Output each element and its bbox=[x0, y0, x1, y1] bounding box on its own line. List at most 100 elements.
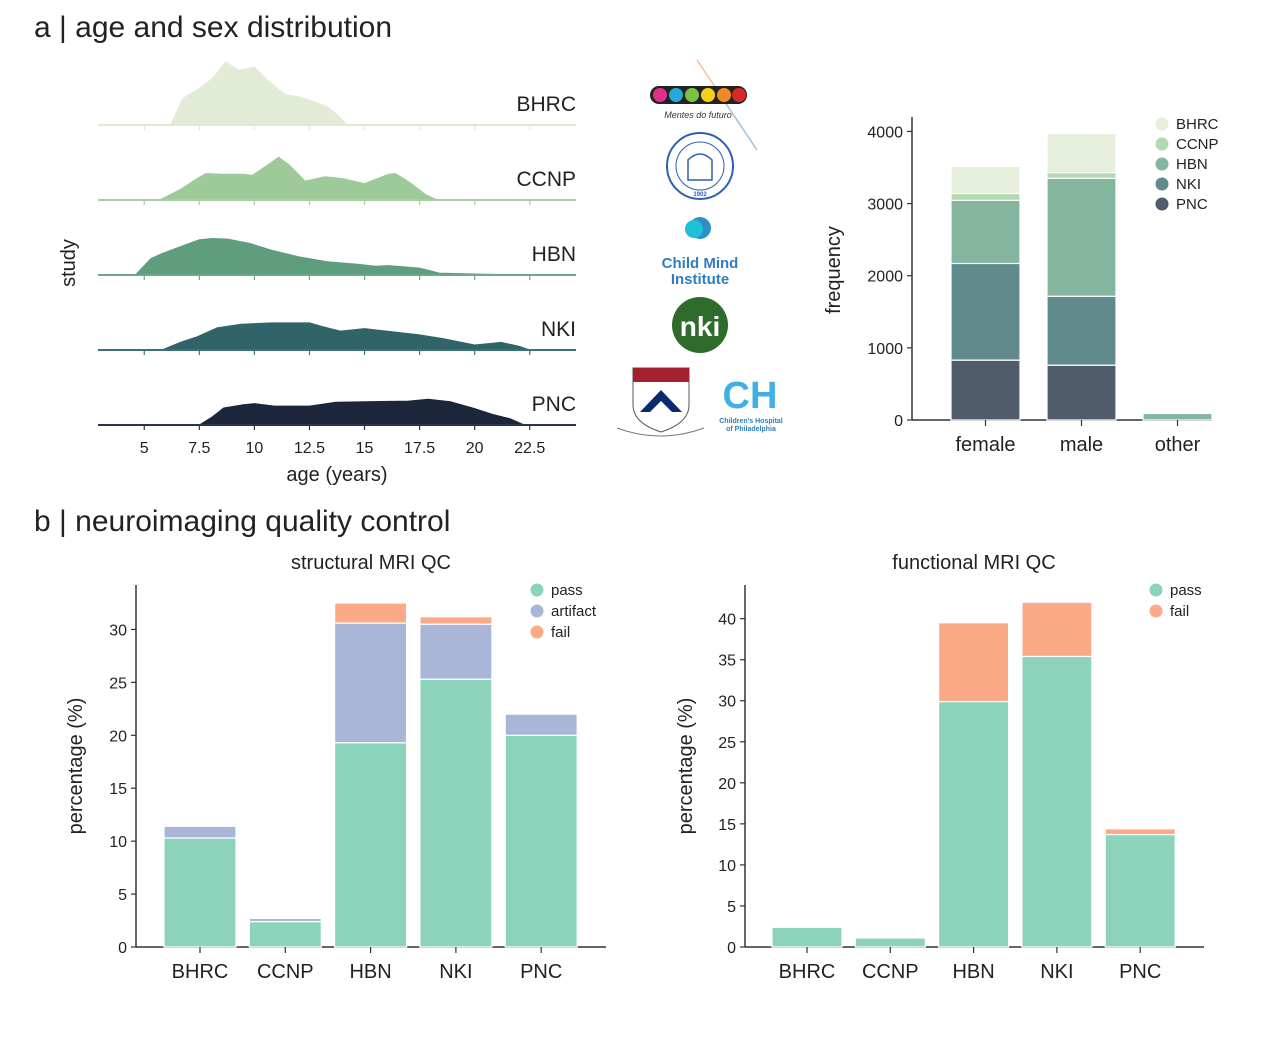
y-tick-label: 15 bbox=[109, 781, 127, 798]
x-tick-label: CCNP bbox=[257, 961, 314, 983]
legend-label: artifact bbox=[551, 603, 597, 620]
bar-nki-fail bbox=[1021, 601, 1093, 658]
chop-line1: Children's Hospital bbox=[719, 418, 783, 425]
y-tick-label: 2000 bbox=[867, 269, 903, 286]
ridge-ylabel: study bbox=[58, 239, 80, 287]
y-tick-label: 4000 bbox=[867, 124, 903, 141]
legend-label: pass bbox=[1170, 582, 1202, 599]
ridge-xlabel: age (years) bbox=[286, 464, 387, 486]
legend-marker-hbn bbox=[1155, 157, 1169, 171]
x-tick-label: 12.5 bbox=[294, 440, 325, 457]
y-tick-label: 30 bbox=[718, 694, 736, 711]
bar-pnc-fail bbox=[1104, 828, 1176, 836]
chop-mark: CH bbox=[723, 375, 778, 417]
smri-title: structural MRI QC bbox=[291, 552, 451, 574]
x-tick-label: NKI bbox=[439, 961, 472, 983]
bar-nki-pass bbox=[1021, 655, 1093, 948]
x-tick-label: male bbox=[1060, 434, 1103, 456]
chop-line2: of Philadelphia bbox=[726, 426, 776, 433]
x-tick-label: 15 bbox=[356, 440, 374, 457]
legend-label: PNC bbox=[1176, 196, 1208, 213]
x-tick-label: HBN bbox=[349, 961, 391, 983]
bar-hbn-artifact bbox=[334, 622, 408, 744]
bar-female-ccnp bbox=[950, 192, 1021, 201]
bar-nki-artifact bbox=[419, 623, 493, 680]
y-tick-label: 35 bbox=[718, 653, 736, 670]
legend-marker-fail bbox=[1149, 604, 1163, 618]
legend-label: BHRC bbox=[1176, 116, 1219, 133]
conexao-logo: Mentes do futuro bbox=[650, 59, 758, 151]
x-tick-label: PNC bbox=[520, 961, 562, 983]
x-tick-label: female bbox=[955, 434, 1015, 456]
legend-label: pass bbox=[551, 582, 583, 599]
bar-hbn-fail bbox=[334, 602, 408, 624]
penn-logo bbox=[616, 367, 705, 437]
structural-qc-chart: structural MRI QC percentage (%) 0 5 10 15 2… bbox=[65, 552, 606, 983]
bar-pnc-pass bbox=[504, 734, 578, 948]
bar-female-nki bbox=[950, 262, 1021, 361]
bnu-logo: 1902 bbox=[666, 132, 734, 200]
x-tick-label: 5 bbox=[140, 440, 149, 457]
cmi-line1: Child Mind bbox=[662, 255, 739, 272]
bar-bhrc-artifact bbox=[163, 825, 237, 839]
legend-label: CCNP bbox=[1176, 136, 1219, 153]
bar-ccnp-artifact bbox=[248, 917, 322, 923]
x-tick-label: CCNP bbox=[862, 961, 919, 983]
conexao-subtitle: Mentes do futuro bbox=[664, 110, 732, 120]
x-tick-label: HBN bbox=[952, 961, 994, 983]
nki-logo: nki bbox=[672, 297, 728, 353]
ridge-area-bhrc bbox=[170, 61, 348, 126]
bar-male-hbn bbox=[1046, 177, 1117, 297]
panel-a-title: a | age and sex distribution bbox=[34, 11, 392, 44]
fmri-title: functional MRI QC bbox=[892, 552, 1055, 574]
sex-distribution-chart: frequency 0 1000 2000 3000 4000 female male oth… bbox=[823, 116, 1219, 456]
bar-male-ccnp bbox=[1046, 171, 1117, 179]
x-tick-label: 17.5 bbox=[404, 440, 435, 457]
legend-label: NKI bbox=[1176, 176, 1201, 193]
bar-ccnp-pass bbox=[248, 920, 322, 948]
ridge-label: PNC bbox=[532, 393, 576, 416]
child-mind-institute-logo: Child Mind Institute bbox=[662, 217, 739, 288]
legend-marker-nki bbox=[1155, 177, 1169, 191]
y-tick-label: 3000 bbox=[867, 197, 903, 214]
y-tick-label: 0 bbox=[894, 413, 903, 430]
legend-marker-pass bbox=[1149, 583, 1163, 597]
bar-hbn-pass bbox=[334, 742, 408, 948]
legend-marker-ccnp bbox=[1155, 137, 1169, 151]
x-tick-label: other bbox=[1155, 434, 1201, 456]
y-tick-label: 25 bbox=[109, 675, 127, 692]
legend-label: HBN bbox=[1176, 156, 1208, 173]
ridge-label: HBN bbox=[532, 243, 576, 266]
ridge-area-ccnp bbox=[159, 156, 438, 201]
bar-male-nki bbox=[1046, 295, 1117, 366]
panel-b-title: b | neuroimaging quality control bbox=[34, 505, 450, 538]
functional-qc-chart: functional MRI QC percentage (%) 0 5 10 15 2… bbox=[675, 552, 1204, 983]
legend-marker-bhrc bbox=[1155, 117, 1169, 131]
bar-pnc-pass bbox=[1104, 833, 1176, 948]
legend-marker-pass bbox=[530, 583, 544, 597]
y-tick-label: 40 bbox=[718, 612, 736, 629]
fmri-ylabel: percentage (%) bbox=[675, 698, 697, 835]
y-tick-label: 1000 bbox=[867, 341, 903, 358]
cmi-line2: Institute bbox=[671, 271, 729, 288]
y-tick-label: 10 bbox=[109, 834, 127, 851]
bar-other-hbn bbox=[1142, 412, 1213, 421]
y-tick-label: 15 bbox=[718, 817, 736, 834]
y-tick-label: 0 bbox=[118, 940, 127, 957]
ridge-label: CCNP bbox=[516, 168, 576, 191]
bar-bhrc-pass bbox=[771, 926, 843, 948]
y-tick-label: 10 bbox=[718, 858, 736, 875]
bar-female-hbn bbox=[950, 199, 1021, 265]
bar-ccnp-pass bbox=[854, 937, 926, 948]
y-tick-label: 25 bbox=[718, 735, 736, 752]
ridge-area-pnc bbox=[198, 398, 524, 426]
x-tick-label: NKI bbox=[1040, 961, 1073, 983]
legend-marker-pnc bbox=[1155, 197, 1169, 211]
y-tick-label: 0 bbox=[727, 940, 736, 957]
legend-label: fail bbox=[551, 624, 570, 641]
x-tick-label: 10 bbox=[245, 440, 263, 457]
bar-nki-fail bbox=[419, 616, 493, 625]
bar-hbn-pass bbox=[937, 700, 1010, 948]
ridge-area-hbn bbox=[134, 238, 520, 276]
